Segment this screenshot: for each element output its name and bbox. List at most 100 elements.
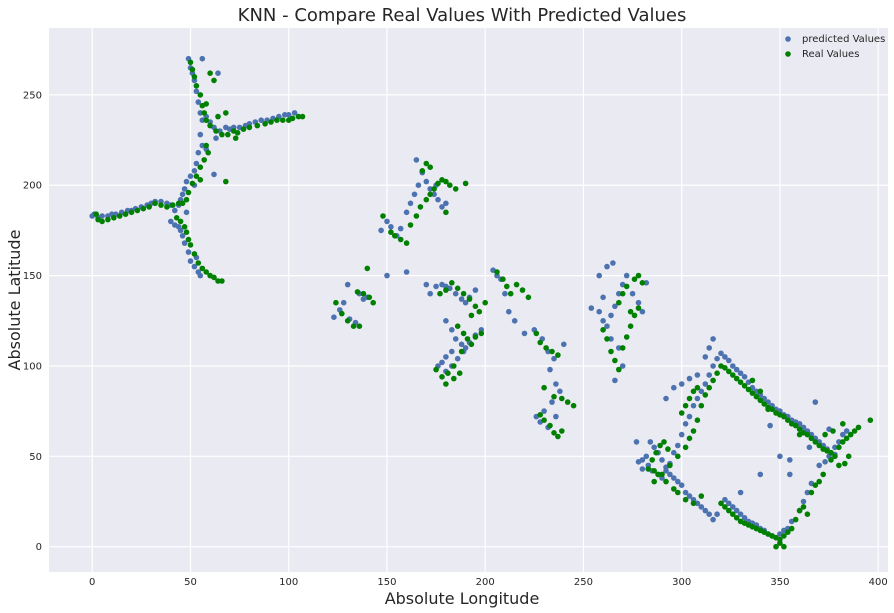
real-point	[388, 229, 394, 235]
predicted-point	[651, 444, 657, 451]
predicted-point	[710, 336, 716, 342]
real-point	[749, 377, 756, 384]
x-tick-label: 200	[476, 577, 495, 588]
real-point	[675, 489, 681, 496]
real-point	[537, 412, 543, 418]
real-point	[128, 209, 135, 216]
real-point	[152, 200, 158, 207]
predicted-point	[195, 149, 202, 156]
real-point	[197, 177, 204, 183]
real-point	[792, 422, 799, 429]
real-point	[445, 370, 451, 377]
real-point	[507, 290, 514, 297]
predicted-point	[647, 439, 654, 445]
real-point	[682, 402, 689, 409]
predicted-point	[787, 457, 793, 463]
predicted-point	[737, 511, 744, 517]
predicted-point	[549, 399, 555, 405]
real-point	[140, 205, 147, 212]
real-point	[631, 276, 638, 283]
predicted-point	[458, 341, 465, 348]
predicted-point	[199, 142, 206, 149]
predicted-point	[675, 442, 681, 449]
predicted-point	[612, 377, 618, 384]
predicted-point	[832, 444, 838, 451]
real-point	[659, 471, 665, 478]
predicted-point	[741, 515, 748, 521]
predicted-point	[443, 354, 449, 360]
real-point	[439, 374, 445, 380]
predicted-point	[678, 431, 685, 438]
real-point	[547, 422, 553, 429]
predicted-point	[682, 421, 689, 427]
predicted-point	[502, 290, 508, 297]
x-tick-label: 300	[672, 577, 691, 588]
x-tick-label: 0	[89, 577, 95, 588]
y-tick-label: 100	[23, 361, 42, 372]
real-point	[191, 74, 198, 80]
real-point	[344, 318, 351, 324]
real-point	[653, 449, 659, 456]
real-point	[423, 160, 430, 167]
real-point	[564, 399, 571, 405]
real-point	[730, 372, 736, 378]
real-point	[686, 435, 693, 442]
y-tick-label: 200	[23, 181, 42, 192]
real-point	[525, 294, 532, 301]
predicted-point	[452, 290, 459, 297]
predicted-point	[619, 363, 626, 369]
predicted-point	[714, 511, 720, 517]
real-point	[698, 402, 705, 409]
real-point	[714, 370, 720, 377]
predicted-point	[787, 471, 793, 478]
real-point	[93, 211, 99, 217]
real-point	[433, 366, 439, 373]
predicted-point	[168, 218, 174, 225]
predicted-point	[384, 272, 390, 279]
predicted-point	[663, 395, 669, 402]
real-point	[215, 113, 221, 120]
predicted-point	[608, 336, 614, 342]
predicted-point	[423, 178, 430, 185]
real-point	[177, 218, 184, 225]
predicted-point	[403, 209, 410, 216]
real-point	[686, 395, 693, 402]
real-point	[219, 278, 225, 284]
predicted-point	[506, 308, 512, 315]
predicted-point	[694, 395, 701, 402]
predicted-point	[211, 171, 217, 178]
real-point	[122, 211, 129, 217]
real-point	[215, 278, 221, 284]
real-point	[804, 511, 811, 517]
real-series	[93, 59, 874, 550]
real-point	[111, 215, 117, 221]
predicted-point	[616, 290, 622, 297]
real-point	[116, 213, 123, 219]
predicted-point	[737, 489, 744, 496]
real-point	[354, 289, 361, 295]
predicted-point	[639, 466, 646, 472]
predicted-point	[439, 204, 445, 210]
real-point	[419, 168, 426, 174]
real-point	[722, 365, 728, 371]
predicted-point	[179, 233, 186, 239]
x-tick-label: 350	[770, 577, 789, 588]
real-point	[851, 428, 858, 434]
real-point	[203, 142, 209, 149]
real-point	[500, 276, 506, 283]
real-point	[769, 406, 775, 413]
predicted-point	[671, 384, 677, 391]
predicted-point	[690, 402, 697, 409]
y-tick-label: 250	[23, 90, 42, 101]
real-point	[645, 466, 652, 472]
real-point	[443, 287, 449, 293]
predicted-point	[197, 272, 204, 279]
predicted-point	[331, 314, 337, 321]
real-point	[757, 397, 764, 404]
predicted-point	[623, 272, 630, 279]
real-point	[187, 242, 194, 248]
x-axis-label: Absolute Longitude	[385, 589, 540, 608]
real-point	[392, 233, 398, 239]
predicted-point	[423, 281, 430, 288]
real-point	[533, 330, 540, 337]
